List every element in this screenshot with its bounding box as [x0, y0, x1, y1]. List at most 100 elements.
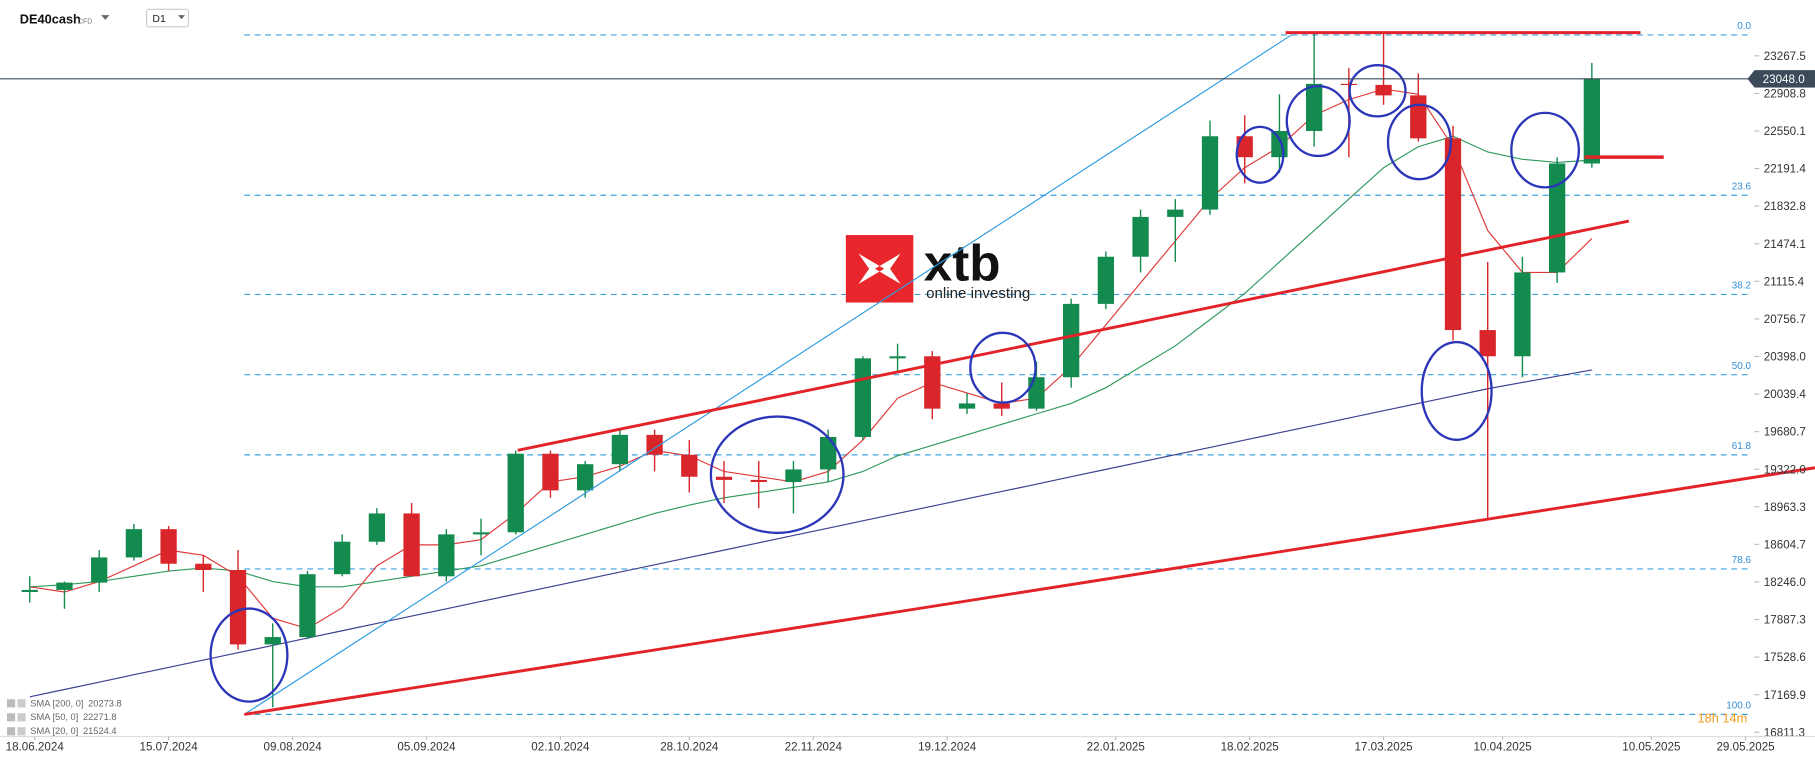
candle-body — [1583, 78, 1600, 164]
candle-body — [195, 563, 212, 571]
y-tick-label: 18963.3 — [1764, 501, 1806, 514]
highlight-circle — [209, 607, 289, 703]
legend-name: SMA [200, 0] — [30, 698, 83, 708]
sma-line — [29, 369, 1592, 698]
x-tick-label: 22.11.2024 — [785, 740, 843, 753]
candle-body — [1375, 84, 1392, 96]
candle-body — [1340, 83, 1357, 86]
candle-body — [1132, 216, 1149, 257]
candle-body — [1479, 330, 1496, 357]
x-tick-label: 02.10.2024 — [531, 740, 590, 753]
candle-body — [21, 589, 38, 593]
legend-icon — [17, 727, 26, 736]
highlight-circle — [1386, 103, 1453, 181]
current-price-pointer — [1747, 70, 1755, 88]
y-tick-label: 23267.5 — [1764, 50, 1806, 63]
legend-entry: SMA [200, 0] 20273.8 — [30, 698, 121, 708]
y-tick-label: 22191.4 — [1764, 163, 1807, 176]
x-tick-label: 15.07.2024 — [140, 740, 199, 753]
fib-level-label: 61.8 — [1732, 441, 1752, 452]
y-axis: 23267.5 22908.8 22550.1 22191.4 21832.8 21474… — [1754, 50, 1807, 739]
y-tick-label: 18604.7 — [1764, 538, 1806, 551]
x-tick-label: 18.06.2024 — [6, 740, 65, 753]
candle-body — [1097, 256, 1115, 304]
candle-body — [91, 557, 108, 583]
highlight-circle — [709, 415, 845, 535]
legend-icon — [17, 713, 26, 722]
y-tick-label: 21474.1 — [1764, 238, 1806, 251]
timeframe[interactable]: D1 — [152, 14, 166, 25]
y-tick-label: 19322.0 — [1764, 463, 1807, 476]
candle-body — [924, 356, 941, 409]
candle-body — [785, 469, 802, 482]
candle-body — [750, 479, 767, 482]
candle-body — [56, 582, 73, 590]
candles — [21, 31, 1600, 708]
countdown: 18h 14m — [1697, 711, 1747, 726]
candle-body — [993, 403, 1010, 409]
x-tick-label: 05.09.2024 — [397, 740, 456, 753]
candle-body — [472, 532, 490, 535]
y-tick-label: 18246.0 — [1764, 576, 1807, 589]
fib-level-label: 23.6 — [1732, 181, 1752, 192]
fib-trend-line — [244, 34, 1292, 715]
candle-body — [438, 534, 455, 577]
y-tick-label: 17887.3 — [1764, 614, 1806, 627]
x-tick-label: 09.08.2024 — [263, 740, 322, 753]
logo-tagline: online investing — [926, 285, 1030, 302]
fib-level-label: 100.0 — [1726, 701, 1751, 712]
x-tick-label: 28.10.2024 — [660, 740, 719, 753]
current-price-label: 23048.0 — [1763, 73, 1806, 86]
logo-mark — [858, 253, 901, 284]
y-tick-label: 22908.8 — [1764, 87, 1806, 100]
candle-body — [854, 358, 872, 437]
x-tick-label: 19.12.2024 — [918, 740, 977, 753]
candle-body — [368, 513, 386, 542]
current-price-box — [1754, 70, 1815, 88]
x-tick-label: 22.01.2025 — [1087, 740, 1145, 753]
highlight-circle — [1285, 84, 1351, 158]
y-tick-label: 20398.0 — [1764, 351, 1807, 364]
instrument-type: CFD — [78, 18, 92, 25]
legend-entry: SMA [20, 0] 21524.4 — [30, 726, 116, 736]
symbol[interactable]: DE40cash — [20, 11, 81, 26]
logo: xtb online investing — [845, 234, 1030, 303]
y-tick-label: 22550.1 — [1764, 125, 1806, 138]
fib-level-label: 78.6 — [1732, 555, 1752, 566]
highlight-circle — [1420, 340, 1493, 441]
candle-body — [1548, 163, 1566, 273]
highlight-circle — [969, 331, 1037, 404]
candle-body — [1305, 83, 1323, 132]
y-tick-label: 17528.6 — [1764, 651, 1806, 664]
legend-name: SMA [20, 0] — [30, 726, 78, 736]
candle-body — [160, 529, 177, 564]
sma-line — [29, 88, 1593, 630]
logo-box — [845, 235, 914, 303]
y-tick-label: 16811.3 — [1764, 726, 1805, 739]
x-axis: 18.06.2024 15.07.2024 09.08.2024 05.09.2024… — [0, 735, 1815, 753]
candle-body — [1236, 136, 1253, 158]
timeframe-box[interactable] — [146, 8, 190, 28]
candle-body — [1201, 136, 1219, 210]
channel-line — [517, 219, 1630, 452]
highlight-circle — [1235, 125, 1285, 184]
current-price: 23048.0 — [0, 70, 1815, 88]
legend-value: 22271.8 — [83, 712, 117, 722]
legend-value: 21524.4 — [83, 726, 117, 736]
legend-icon — [6, 713, 16, 722]
y-tick-label: 19680.7 — [1764, 426, 1806, 439]
candle-body — [264, 637, 281, 645]
candle-body — [1410, 95, 1427, 139]
candle-body — [820, 436, 837, 470]
candle-body — [889, 356, 906, 359]
legend-entry: SMA [50, 0] 22271.8 — [30, 712, 116, 722]
x-tick-label: 17.03.2025 — [1354, 740, 1412, 753]
legend: SMA [200, 0] 20273.8 SMA [50, 0] 22271.8 SMA… — [6, 698, 122, 736]
candle-body — [1444, 138, 1462, 331]
x-tick-label: 10.04.2025 — [1473, 740, 1531, 753]
logo-name: xtb — [924, 234, 1001, 291]
sma-line — [29, 135, 1592, 588]
dropdown-arrow[interactable] — [178, 15, 185, 20]
dropdown-arrow[interactable] — [101, 15, 110, 20]
